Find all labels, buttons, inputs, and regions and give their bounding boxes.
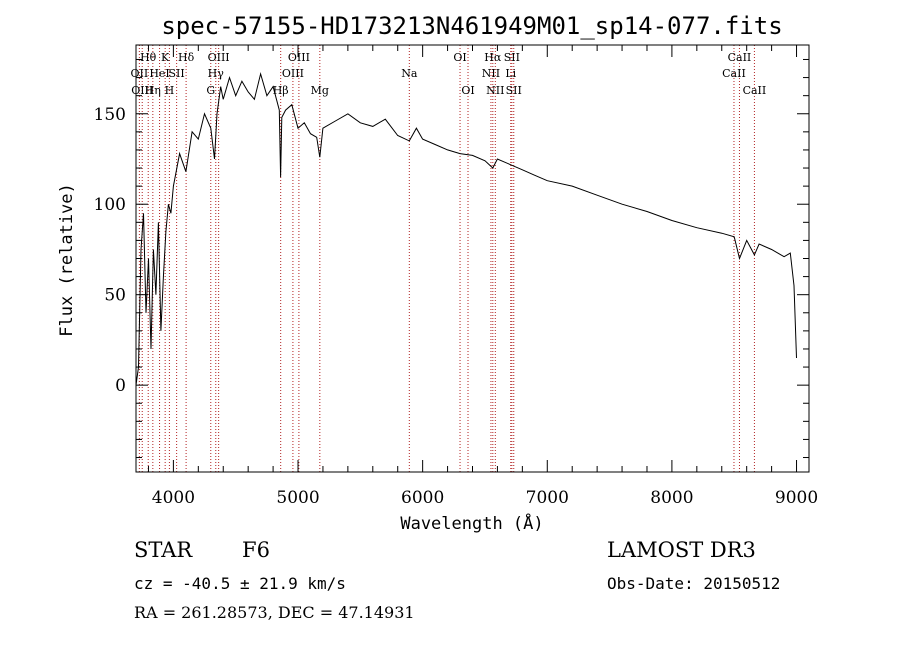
x-tick-label: 7000 xyxy=(526,488,569,508)
spectral-line-label: Li xyxy=(505,67,516,80)
spectral-line-label: Hγ xyxy=(208,67,225,80)
plot-frame xyxy=(135,44,810,473)
survey-name: LAMOST DR3 xyxy=(607,538,756,562)
spectral-line-label: CaII xyxy=(743,84,767,97)
spectral-line-labels: OII OIII Hθ Hη HeI K H SII Hδ G Hγ OIII Hβ OIII OIII Mg… xyxy=(131,51,767,97)
spectral-line-label: OI xyxy=(461,84,474,97)
spectral-line-label: OIII xyxy=(208,51,230,64)
spectral-line-label: OIII xyxy=(131,84,153,97)
coordinates: RA = 261.28573, DEC = 47.14931 xyxy=(134,603,415,622)
spectral-line-label: Hα xyxy=(484,51,502,64)
spectral-line-label: Na xyxy=(401,67,418,80)
spectrum-series-line xyxy=(135,71,797,386)
object-subclass: F6 xyxy=(242,538,270,562)
spectral-line-label: CaII xyxy=(728,51,752,64)
spectral-line-label: OI xyxy=(453,51,466,64)
redshift-value: cz = -40.5 ± 21.9 km/s xyxy=(134,574,346,593)
obs-date: Obs-Date: 20150512 xyxy=(607,574,781,593)
spectral-line-label: Hδ xyxy=(178,51,195,64)
spectral-line-label: NII xyxy=(482,67,500,80)
object-class: STAR xyxy=(134,538,193,562)
y-tick-label: 50 xyxy=(104,286,126,306)
spectral-line-label: OIII xyxy=(288,51,310,64)
spectral-line-label: NII xyxy=(486,84,504,97)
spectral-line-label: H xyxy=(165,84,175,97)
spectral-line-label: SII xyxy=(506,84,522,97)
spectrum-chart: spec-57155-HD173213N461949M01_sp14-077.f… xyxy=(57,12,818,534)
x-tick-label: 9000 xyxy=(775,488,818,508)
spectral-line-markers xyxy=(138,45,755,472)
axis-ticks: 4000 5000 6000 7000 8000 9000 0 50 100 150 xyxy=(94,45,818,508)
x-axis-label: Wavelength (Å) xyxy=(400,512,543,534)
spectral-line-label: OII xyxy=(131,67,149,80)
spectral-line-label: OIII xyxy=(282,67,304,80)
x-tick-label: 5000 xyxy=(276,488,319,508)
spectral-line-label: Hθ xyxy=(140,51,157,64)
spectral-line-label: HeI xyxy=(149,67,169,80)
y-tick-label: 0 xyxy=(115,376,126,396)
x-tick-label: 4000 xyxy=(152,488,195,508)
spectral-line-label: Mg xyxy=(311,84,329,97)
y-tick-label: 100 xyxy=(94,195,126,215)
spectral-line-label: SII xyxy=(504,51,520,64)
spectral-line-label: CaII xyxy=(722,67,746,80)
spectral-line-label: K xyxy=(161,51,170,64)
spectral-line-label: G xyxy=(206,84,215,97)
y-tick-label: 150 xyxy=(94,105,126,125)
x-tick-label: 8000 xyxy=(650,488,693,508)
spectral-line-label: SII xyxy=(169,67,185,80)
spectral-line-label: Hβ xyxy=(273,84,289,97)
x-tick-label: 6000 xyxy=(401,488,444,508)
y-axis-label: Flux (relative) xyxy=(57,183,77,337)
spectral-line-label: Hη xyxy=(145,84,161,97)
chart-title: spec-57155-HD173213N461949M01_sp14-077.f… xyxy=(161,12,782,40)
